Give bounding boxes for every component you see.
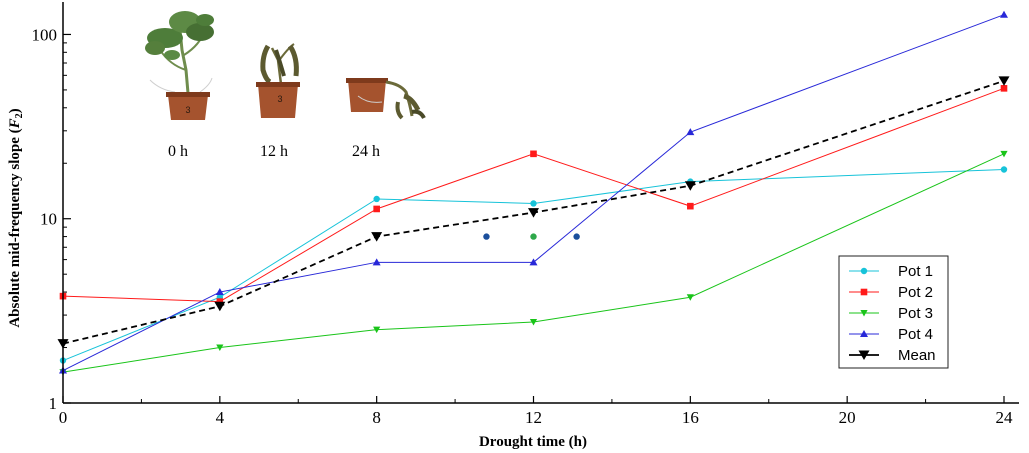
- y-axis-title-sub: 2: [14, 113, 25, 118]
- x-axis-title: Drought time (h): [479, 434, 587, 450]
- plant-photos: 3 0 h 3 12 h 24 h: [145, 11, 426, 160]
- series-line-pot-4: [62, 14, 1005, 371]
- y-axis-title-var: F: [7, 118, 23, 129]
- separator-dot: [483, 233, 490, 240]
- data-point: [1000, 166, 1008, 173]
- y-axis-title-suffix: ): [7, 108, 23, 113]
- x-tick-label-20: 20: [839, 408, 856, 427]
- legend-label-mean: Mean: [898, 347, 936, 364]
- pot-number-12h: 3: [277, 94, 282, 104]
- series-line-mean: [62, 79, 1005, 345]
- x-tick-label-4: 4: [216, 408, 225, 427]
- data-point: [215, 288, 224, 296]
- data-point: [373, 195, 380, 203]
- data-point: [373, 326, 381, 334]
- data-point: [686, 294, 694, 301]
- legend-marker: [860, 310, 868, 317]
- plant-photo-0h: 3 0 h: [145, 11, 214, 160]
- plant-photo-12h: 3 12 h: [256, 43, 300, 160]
- legend-label-pot-4: Pot 4: [898, 326, 933, 343]
- data-point: [372, 258, 381, 266]
- data-point: [529, 258, 538, 266]
- data-point: [529, 319, 538, 326]
- data-point: [371, 232, 383, 242]
- legend-label-pot-2: Pot 2: [898, 284, 933, 301]
- data-point: [1000, 85, 1008, 92]
- data-point: [216, 344, 224, 352]
- legend-marker: [860, 288, 868, 296]
- data-point: [998, 76, 1010, 86]
- y-tick-label-100: 100: [32, 25, 58, 44]
- series-line-pot-2: [62, 87, 1005, 303]
- series-line-pot-3: [62, 153, 1005, 373]
- legend-marker: [860, 330, 868, 337]
- pot-number-0h: 3: [185, 105, 190, 115]
- x-tick-label-8: 8: [372, 408, 381, 427]
- data-point: [1000, 10, 1008, 18]
- series-layer: [57, 10, 1010, 376]
- data-point: [684, 181, 696, 191]
- x-tick-label-0: 0: [59, 408, 68, 427]
- data-point: [373, 205, 380, 213]
- plant-photo-24h: 24 h: [346, 78, 426, 160]
- y-tick-label-10: 10: [40, 210, 57, 229]
- x-tick-label-16: 16: [682, 408, 699, 427]
- photo-label-12h: 12 h: [260, 143, 288, 160]
- y-axis-title: Absolute mid-frequency slope (F2): [7, 108, 25, 327]
- data-point: [528, 208, 539, 218]
- series-line-pot-1: [62, 168, 1005, 361]
- legend: Pot 1 Pot 2 Pot 3 Pot 4 Mean: [838, 255, 949, 369]
- axes: 0 4 8 12 16 20 24 1 10 100: [32, 2, 1019, 427]
- legend-label-pot-3: Pot 3: [898, 305, 933, 322]
- photo-label-24h: 24 h: [352, 143, 380, 160]
- series-pot-1: [59, 166, 1008, 364]
- data-point: [530, 150, 537, 158]
- data-point: [1000, 150, 1008, 158]
- separator-dot: [573, 233, 580, 240]
- photo-label-0h: 0 h: [168, 143, 188, 160]
- data-point: [686, 128, 695, 136]
- data-point: [687, 202, 694, 210]
- legend-marker: [858, 350, 870, 360]
- legend-label-pot-1: Pot 1: [898, 263, 933, 280]
- series-mean: [57, 76, 1010, 349]
- series-pot-4: [59, 10, 1008, 374]
- x-tick-label-12: 12: [525, 408, 542, 427]
- y-axis-title-prefix: Absolute mid-frequency slope (: [7, 128, 23, 327]
- separator-dot: [530, 233, 537, 240]
- data-point: [530, 200, 537, 207]
- legend-box: [838, 255, 949, 369]
- x-tick-label-24: 24: [996, 408, 1014, 427]
- legend-marker: [860, 267, 868, 275]
- data-point: [216, 298, 224, 305]
- y-tick-label-1: 1: [49, 394, 58, 413]
- data-point: [214, 301, 226, 312]
